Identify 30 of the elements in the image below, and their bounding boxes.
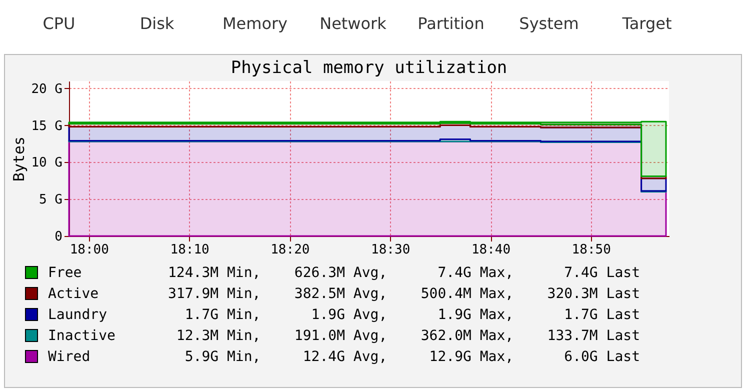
text: 124.3M Min, 626.3M Avg, 7.4G Max, 7.4G Last [168, 264, 640, 280]
y-axis-title: Bytes [10, 136, 28, 182]
x-tick-label: 18:50 [572, 242, 611, 258]
text: 317.9M Min, 382.5M Avg, 500.4M Max, 320.3M Last [168, 286, 640, 302]
y-tick-label: 15 G [31, 118, 63, 134]
legend-label: Wired [48, 348, 92, 364]
legend-label: Inactive [48, 328, 116, 344]
legend-label: Laundry [48, 306, 108, 322]
y-tick-label: 5 G [39, 192, 63, 208]
legend-label: Free [48, 264, 83, 280]
x-tick-label: 18:40 [471, 242, 511, 258]
legend-label: Active [48, 286, 100, 302]
y-tick-label: 0 [54, 230, 62, 244]
x-tick-label: 18:10 [170, 242, 210, 258]
text: Target [621, 12, 673, 34]
text: Disk [138, 12, 176, 34]
x-tick-label: 18:00 [70, 242, 109, 258]
chart-title: Physical memory utilization [230, 58, 508, 78]
y-tick-label: 10 G [31, 156, 63, 171]
text: 1.7G Min, 1.9G Avg, 1.9G Max, 1.7G Last [184, 306, 640, 322]
x-tick-label: 18:20 [270, 242, 310, 258]
x-tick-label: 18:30 [371, 242, 410, 258]
y-tick-label: 20 G [31, 82, 63, 97]
text: Network [318, 12, 388, 34]
text: Memory [221, 12, 289, 34]
text: System [518, 12, 580, 34]
text: Partition [416, 12, 486, 34]
text: CPU [42, 12, 76, 34]
text: 5.9G Min, 12.4G Avg, 12.9G Max, 6.0G Last [184, 348, 640, 364]
text: 12.3M Min, 191.0M Avg, 362.0M Max, 133.7M Last [175, 328, 640, 344]
